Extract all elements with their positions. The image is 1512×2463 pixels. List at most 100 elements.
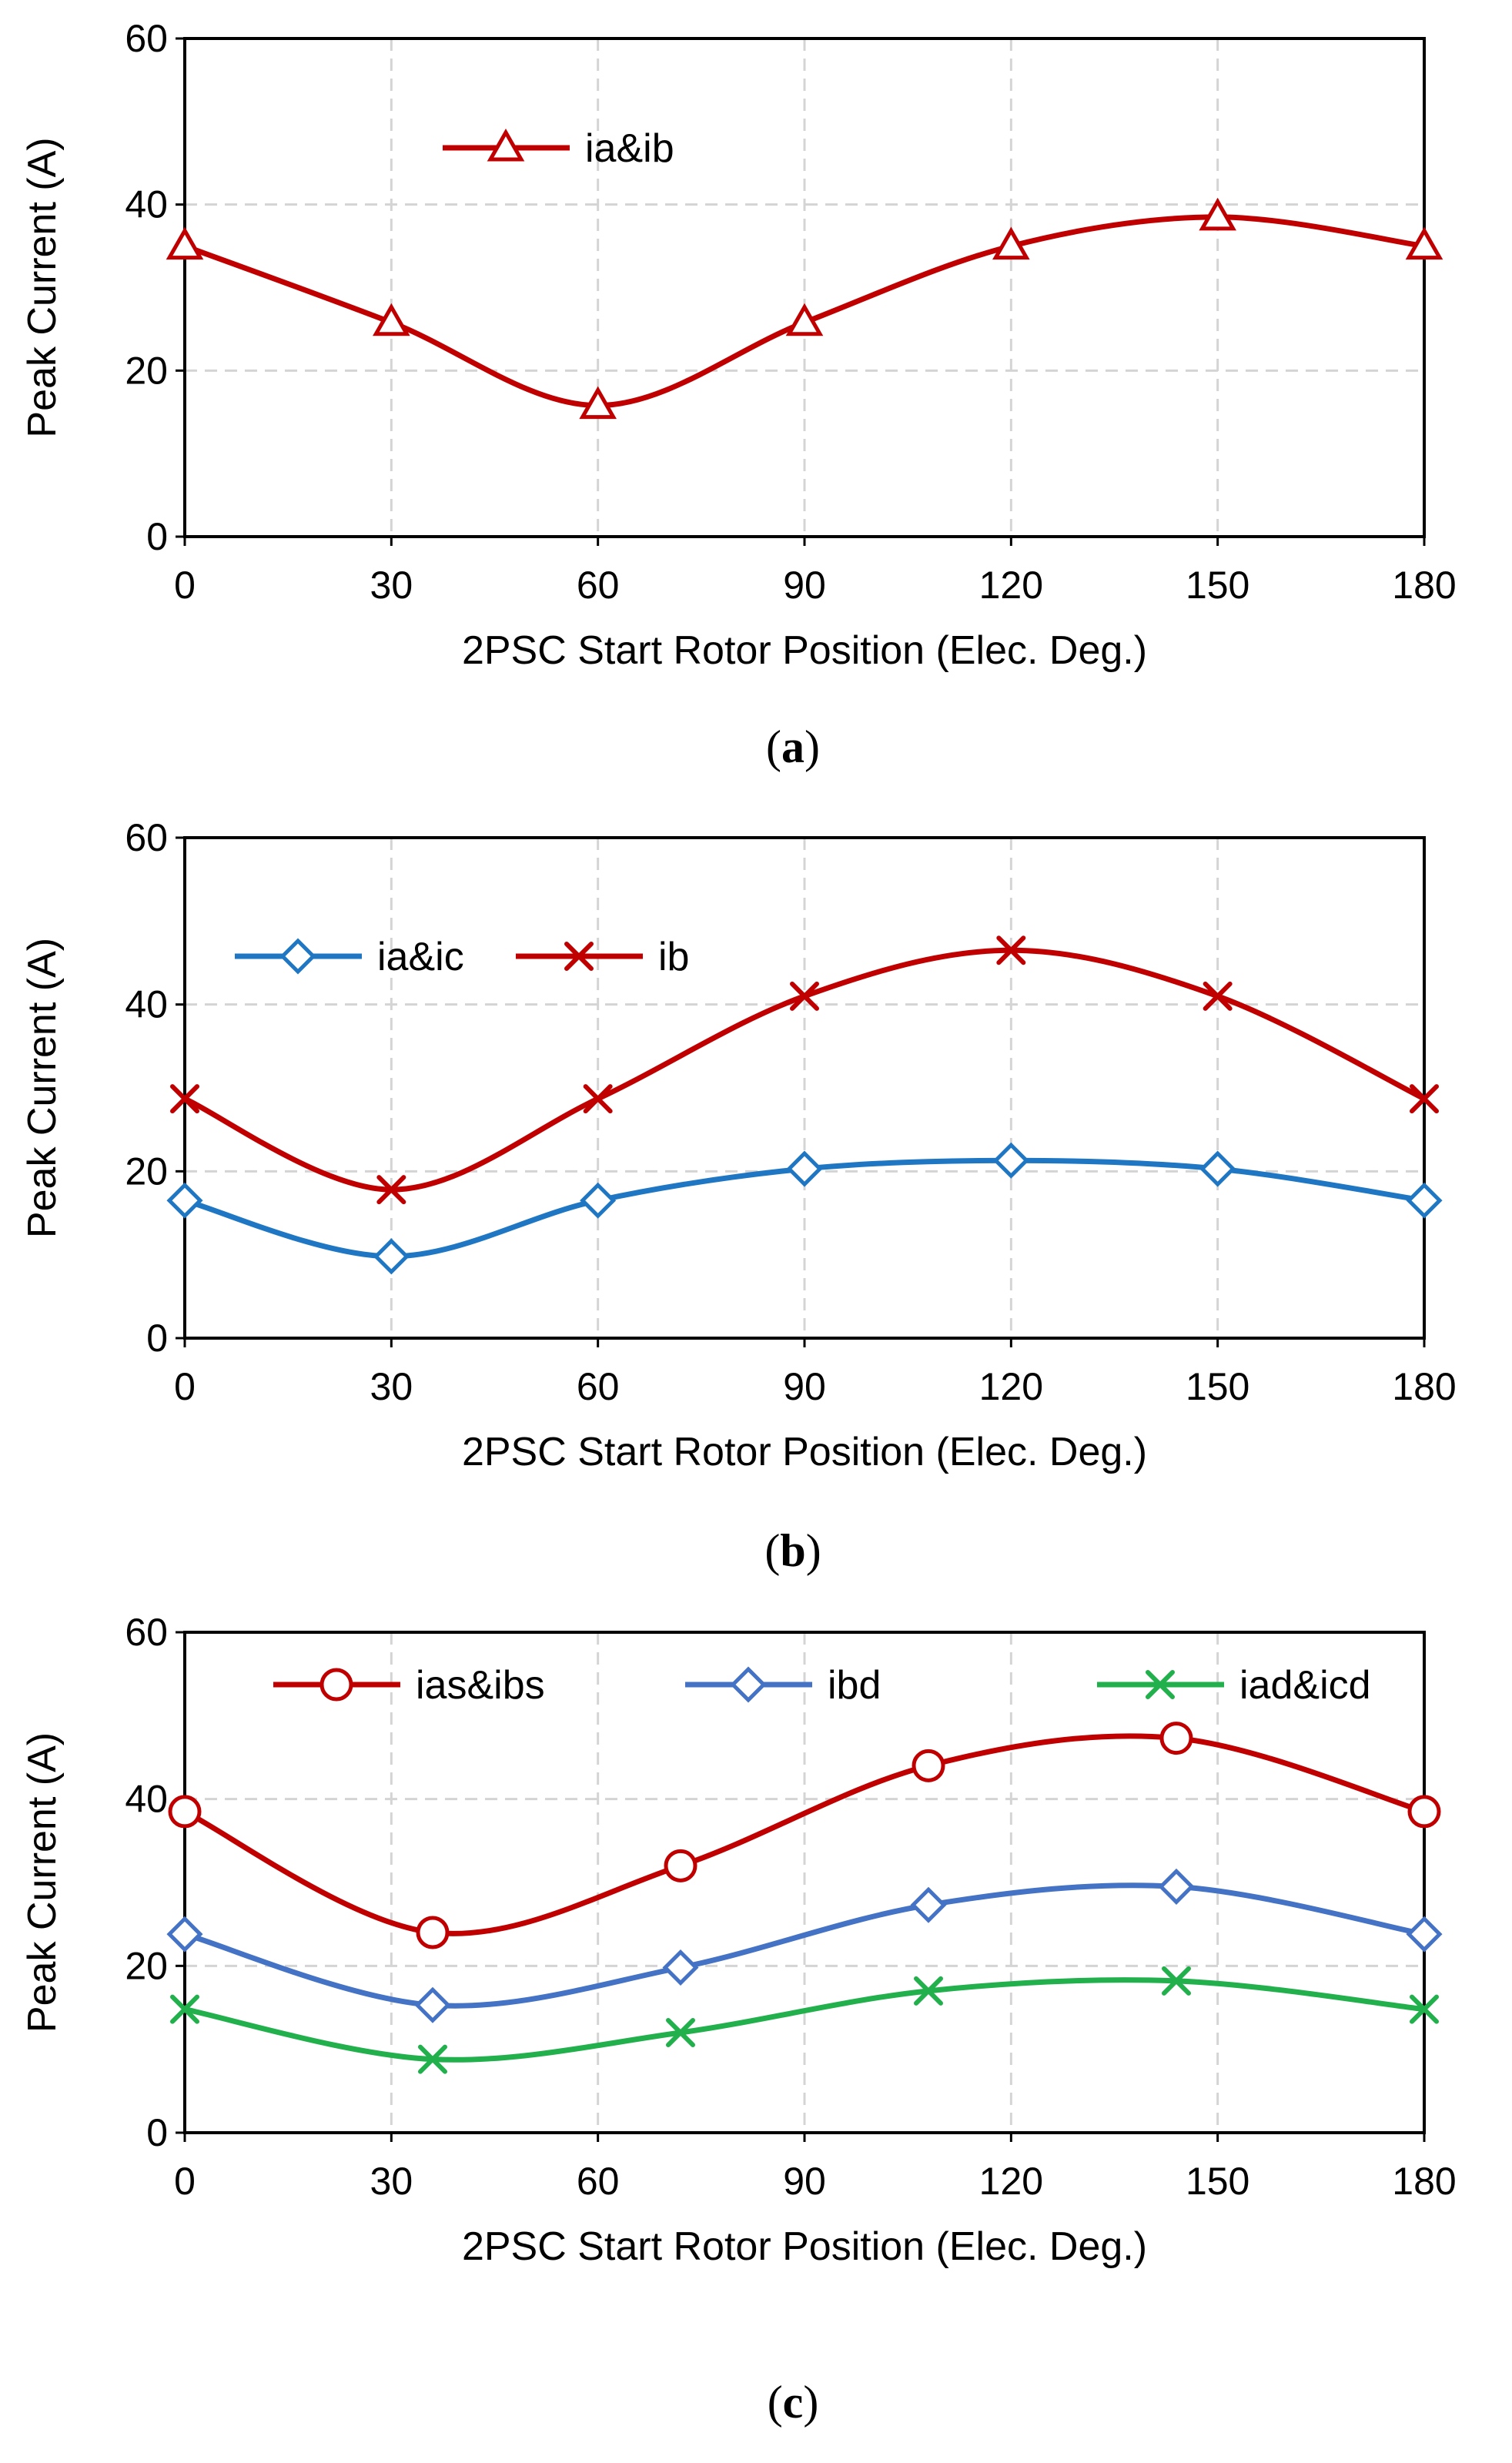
legend-label: ia&ib [585, 126, 674, 171]
x-axis-title: 2PSC Start Rotor Position (Elec. Deg.) [462, 2224, 1147, 2269]
data-point [1406, 1182, 1443, 1219]
panel-caption: (c) [768, 2377, 819, 2428]
legend-item: ia&ib [443, 126, 674, 171]
data-point [373, 1238, 410, 1275]
data-point [786, 1150, 823, 1187]
data-point [1405, 226, 1443, 260]
data-point [373, 303, 410, 336]
chart-panel-a: 0 30 60 90 120 150 180 0 20 40 60 2PSC Start Rotor … [20, 17, 1457, 772]
x-tick-label: 60 [577, 2160, 620, 2203]
y-tick-label: 40 [125, 983, 168, 1026]
y-axis-title: Peak Current (A) [20, 137, 65, 437]
data-point [1407, 1795, 1441, 1829]
data-point [418, 2044, 447, 2074]
x-tick-label: 0 [174, 1365, 196, 1408]
data-point [168, 1795, 202, 1829]
x-tick-label: 60 [577, 564, 620, 607]
legend-marker [487, 128, 525, 162]
y-tick-label: 60 [125, 816, 168, 859]
y-tick-label: 20 [125, 1944, 168, 1987]
legend-item: ias&ibs [273, 1663, 545, 1708]
legend-marker [319, 1668, 353, 1702]
x-axis-title: 2PSC Start Rotor Position (Elec. Deg.) [462, 1430, 1147, 1474]
series-iad-icd [170, 1966, 1439, 2074]
legend-item: ib [516, 935, 689, 979]
x-tick-label: 120 [979, 1365, 1043, 1408]
data-point [914, 1976, 943, 2006]
y-axis-title: Peak Current (A) [20, 1732, 65, 2033]
data-point [996, 935, 1026, 965]
y-tick-label: 40 [125, 183, 168, 226]
series-ib [170, 935, 1439, 1205]
data-point [414, 1986, 451, 2023]
x-tick-label: 90 [783, 1365, 826, 1408]
legend-label: ib [658, 935, 689, 979]
data-point [416, 1916, 450, 1949]
data-point [666, 2018, 695, 2047]
x-tick-label: 90 [783, 2160, 826, 2203]
data-point [376, 1175, 406, 1205]
data-point [166, 1182, 203, 1219]
data-point [583, 1084, 613, 1114]
x-tick-label: 90 [783, 564, 826, 607]
data-point [1199, 197, 1236, 231]
y-tick-label: 60 [125, 17, 168, 60]
chart-panel-c: 0 30 60 90 120 150 180 0 20 40 60 2PSC Start Rotor … [20, 1611, 1457, 2428]
data-point [1159, 1722, 1193, 1755]
x-tick-label: 120 [979, 564, 1043, 607]
x-tick-label: 120 [979, 2160, 1043, 2203]
y-tick-label: 40 [125, 1778, 168, 1821]
data-point [662, 1949, 699, 1986]
x-tick-label: 150 [1186, 2160, 1249, 2203]
legend-label: ia&ic [377, 935, 464, 979]
data-point [1410, 1994, 1439, 2024]
data-point [579, 386, 617, 420]
data-point [170, 1084, 199, 1114]
legend-label: ibd [828, 1663, 881, 1708]
series-ia-ic [166, 1142, 1443, 1275]
data-point [790, 981, 819, 1011]
data-point [912, 1749, 945, 1782]
x-tick-label: 150 [1186, 564, 1249, 607]
panel-caption: (a) [766, 721, 820, 772]
series-line [183, 1733, 1425, 1936]
chart-panel-b: 0 30 60 90 120 150 180 0 20 40 60 2PSC Start Rotor … [20, 816, 1457, 1576]
x-tick-label: 30 [370, 564, 413, 607]
panel-caption-letter: c [783, 2377, 804, 2428]
x-tick-label: 0 [174, 564, 196, 607]
series-ia-ib [166, 197, 1443, 420]
legend-marker [1146, 1670, 1175, 1699]
x-tick-label: 60 [577, 1365, 620, 1408]
x-tick-label: 30 [370, 2160, 413, 2203]
x-tick-label: 150 [1186, 1365, 1249, 1408]
legend-marker [279, 938, 316, 975]
data-point [664, 1849, 697, 1882]
legend-marker [730, 1666, 767, 1703]
panel-caption-letter: b [780, 1525, 805, 1576]
y-tick-label: 0 [146, 1317, 168, 1360]
data-point [992, 226, 1030, 260]
legend-label: ias&ibs [416, 1663, 545, 1708]
x-tick-label: 180 [1392, 564, 1456, 607]
data-point [785, 303, 824, 336]
data-point [910, 1886, 947, 1923]
data-point [1203, 981, 1233, 1011]
series-line [184, 1977, 1425, 2063]
y-axis-title: Peak Current (A) [20, 938, 65, 1238]
data-point [992, 1142, 1029, 1179]
y-tick-label: 0 [146, 515, 168, 558]
panel-caption: (b) [764, 1525, 821, 1576]
x-tick-label: 180 [1392, 2160, 1456, 2203]
legend-item: iad&icd [1097, 1663, 1371, 1708]
legend-marker [564, 942, 594, 971]
legend-item: ibd [685, 1663, 881, 1708]
series-line [184, 1882, 1425, 2009]
y-tick-label: 20 [125, 349, 168, 392]
data-point [580, 1182, 617, 1219]
y-tick-label: 60 [125, 1611, 168, 1654]
data-point [166, 226, 204, 260]
data-point [1199, 1150, 1236, 1187]
data-point [170, 1994, 199, 2024]
data-point [1162, 1966, 1191, 1996]
